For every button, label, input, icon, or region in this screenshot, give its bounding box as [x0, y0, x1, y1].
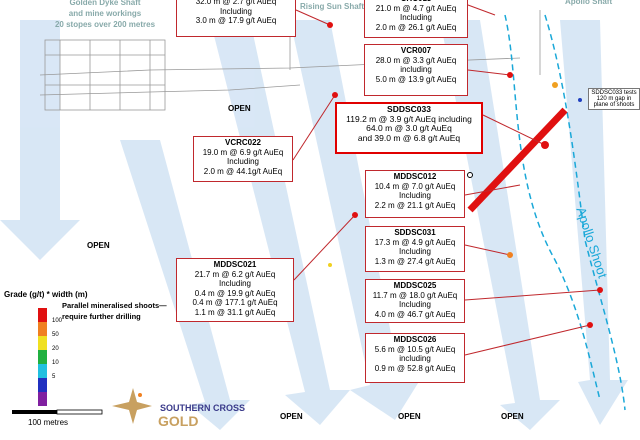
- apollo-shoot-outline: [504, 14, 626, 411]
- callout-line: 28.0 m @ 3.3 g/t AuEq: [375, 55, 457, 65]
- open-label: OPEN: [87, 241, 110, 250]
- callout-title: MDDSC026: [393, 335, 437, 344]
- callout: SDDSC031 17.3 m @ 4.9 g/t AuEq Including 1.…: [365, 226, 465, 272]
- callout-line: 1.3 m @ 27.4 g/t AuEq: [374, 256, 456, 266]
- open-label: OPEN: [398, 412, 421, 421]
- shoot-arrows: [0, 20, 628, 430]
- legend-title: Grade (g/t) * width (m): [4, 290, 88, 299]
- callout: VCR007 28.0 m @ 3.3 g/t AuEq including 5.0 …: [364, 44, 468, 96]
- callout-line: 17.3 m @ 4.9 g/t AuEq: [374, 237, 456, 247]
- open-label: OPEN: [501, 412, 524, 421]
- logo-text: GOLD: [158, 413, 199, 429]
- callout-line: including: [399, 354, 431, 364]
- gap-note: SDDSC033 tests 120 m gap in plane of sho…: [588, 88, 640, 110]
- callout-line: 4.0 m @ 46.7 g/t AuEq: [374, 309, 456, 319]
- callout-line: 10.4 m @ 7.0 g/t AuEq: [374, 181, 456, 191]
- shaft-label: and mine workings: [68, 9, 142, 18]
- callout-line: 64.0 m @ 3.0 g/t AuEq: [366, 123, 452, 134]
- legend-label: 50: [52, 332, 59, 338]
- legend-label: 10: [52, 360, 59, 366]
- legend-label: 100: [52, 318, 63, 324]
- callout: CRC01321.0 m @ 4.7 g/t AuEqIncluding2.0 …: [364, 0, 468, 38]
- callout-line: Including: [219, 6, 253, 16]
- callout-line: 32.0 m @ 2.7 g/t AuEq: [195, 0, 277, 6]
- logo-text: SOUTHERN CROSS: [160, 403, 246, 413]
- callout-line: Including: [398, 300, 432, 310]
- callout: MDDSC025 11.7 m @ 18.0 g/t AuEq Including 4…: [365, 279, 465, 323]
- legend-label: 5: [52, 374, 56, 380]
- callout-title: MDDSC012: [393, 172, 437, 181]
- callout-line: 21.0 m @ 4.7 g/t AuEq: [375, 3, 457, 13]
- callout-line: and 39.0 m @ 6.8 g/t AuEq: [357, 132, 461, 143]
- grade-legend-bar: [38, 308, 47, 406]
- callout: MDDSC021 21.7 m @ 6.2 g/t AuEq Including 0.…: [176, 258, 294, 322]
- callout-line: 5.0 m @ 13.9 g/t AuEq: [375, 74, 457, 84]
- callout-line: 0.4 m @ 19.9 g/t AuEq: [194, 288, 276, 298]
- callout: MDDSC026 5.6 m @ 10.5 g/t AuEq including 0.…: [365, 333, 465, 383]
- callout-title: VCRC022: [224, 138, 261, 147]
- callout-title: SDDSC033: [387, 104, 431, 114]
- open-label: OPEN: [228, 104, 251, 113]
- legend-label: 20: [52, 346, 59, 352]
- callout: MDDSC012 10.4 m @ 7.0 g/t AuEq Including 2.…: [365, 170, 465, 218]
- callout-line: Including: [398, 247, 432, 257]
- shaft-label: Apollo Shaft: [565, 0, 613, 6]
- shaft-label: Rising Sun Shaft: [300, 2, 364, 11]
- callout: VCRC022 19.0 m @ 6.9 g/t AuEq Including 2.0…: [193, 136, 293, 182]
- sddsc033-trace: [467, 107, 568, 213]
- callout-title: VCR007: [400, 46, 432, 55]
- parallel-note: Parallel mineralised shoots— require fur…: [62, 301, 167, 321]
- open-label: OPEN: [280, 412, 303, 421]
- callout-line: 11.7 m @ 18.0 g/t AuEq: [372, 290, 458, 300]
- callout-line: 0.4 m @ 177.1 g/t AuEq: [192, 298, 278, 308]
- callout-title: MDDSC025: [393, 281, 437, 290]
- leaders: [292, 4, 601, 356]
- callout-line: 19.0 m @ 6.9 g/t AuEq: [202, 147, 284, 157]
- callout-line: 1.1 m @ 31.1 g/t AuEq: [194, 307, 276, 317]
- callout-line: Including: [218, 279, 252, 289]
- scale-bar: [12, 409, 103, 415]
- callout-line: Including: [399, 13, 433, 23]
- logo-star: [112, 388, 152, 424]
- callout-title: SDDSC031: [394, 228, 436, 237]
- callout-line: Including: [226, 157, 260, 167]
- callout-line: 119.2 m @ 3.9 g/t AuEq including: [346, 113, 472, 124]
- callout-line: 2.2 m @ 21.1 g/t AuEq: [374, 200, 456, 210]
- callout-line: 3.0 m @ 17.9 g/t AuEq: [195, 16, 277, 26]
- scale-label: 100 metres: [28, 418, 69, 427]
- callout-line: 0.9 m @ 52.8 g/t AuEq: [374, 363, 456, 373]
- shaft-label: 20 stopes over 200 metres: [54, 20, 156, 29]
- callout-line: Including: [398, 191, 432, 201]
- callout-title: MDDSC021: [213, 260, 257, 269]
- callout: SDDSC033 119.2 m @ 3.9 g/t AuEq including…: [335, 102, 483, 154]
- callout-line: including: [400, 65, 432, 75]
- callout-line: 5.6 m @ 10.5 g/t AuEq: [374, 344, 456, 354]
- callout: 32.0 m @ 2.7 g/t AuEq Including 3.0 m @ 17…: [176, 0, 296, 37]
- shaft-label: Golden Dyke Shaft: [69, 0, 141, 7]
- callout-title: CRC013: [367, 0, 465, 4]
- callout-line: 2.0 m @ 26.1 g/t AuEq: [375, 22, 457, 32]
- callout-line: 2.0 m @ 44.1g/t AuEq: [203, 166, 283, 176]
- callout-line: 21.7 m @ 6.2 g/t AuEq: [194, 269, 276, 279]
